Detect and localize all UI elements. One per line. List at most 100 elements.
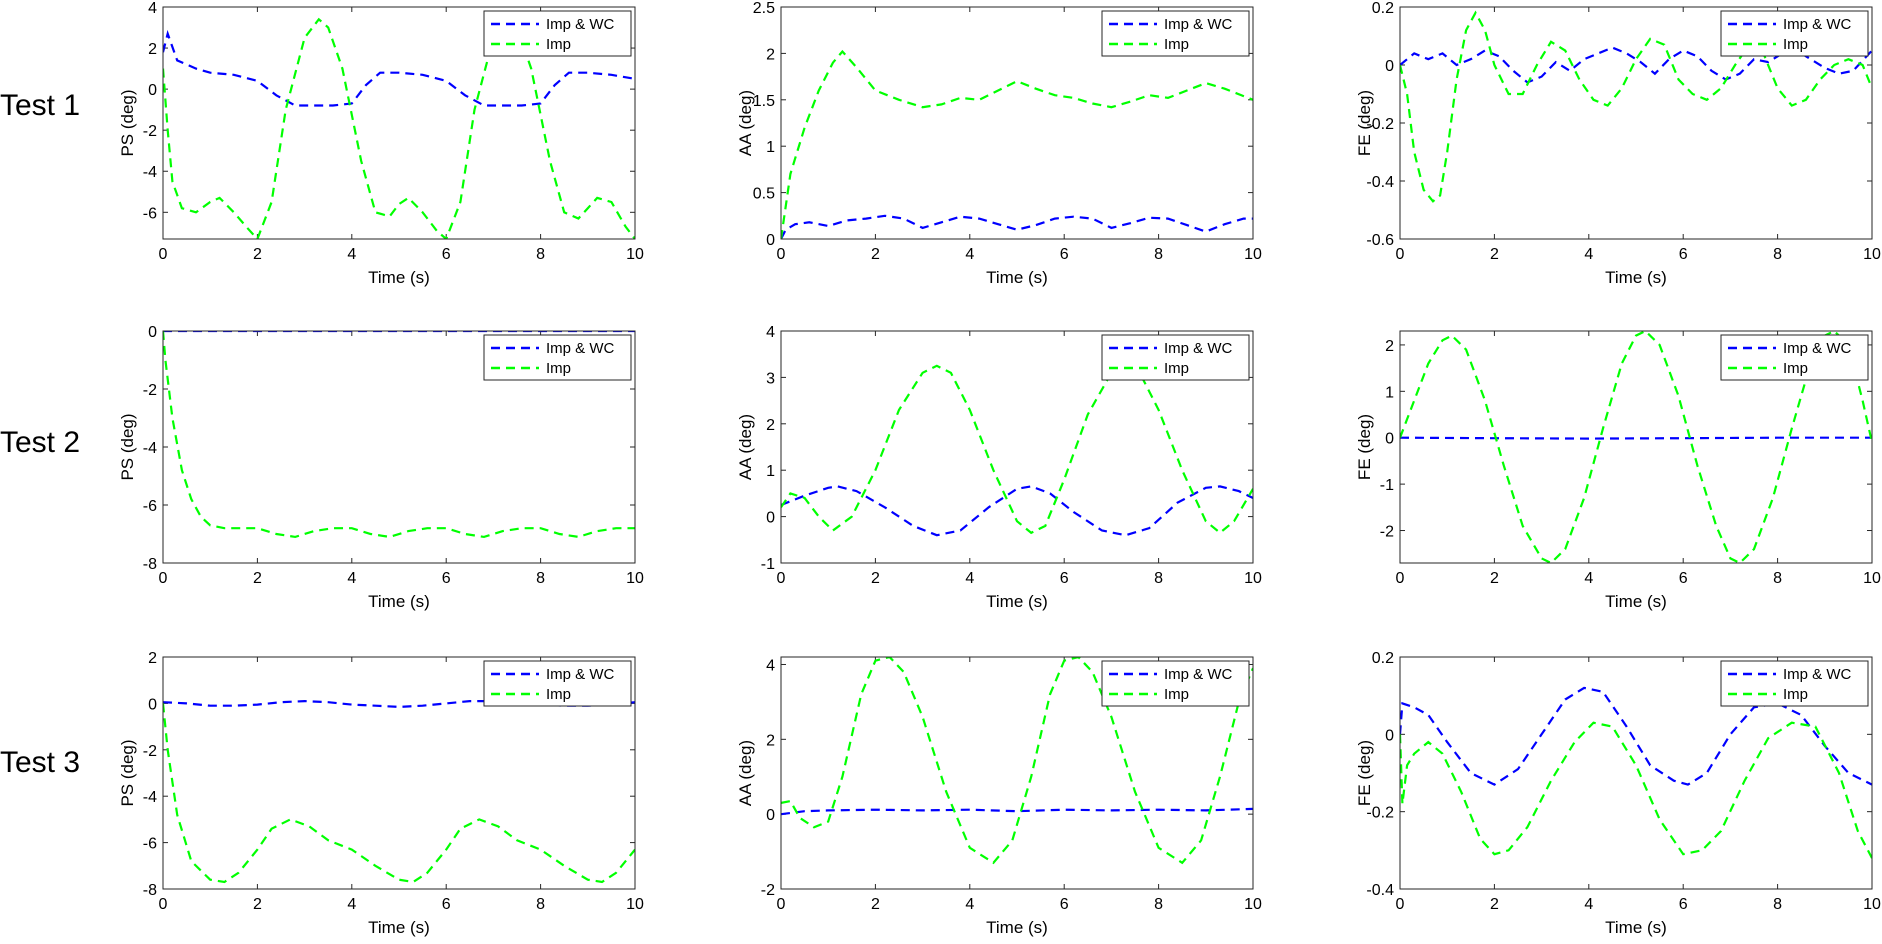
x-tick-label: 0 (777, 570, 786, 587)
series-line-imp (1400, 10, 1872, 203)
legend-box (1101, 334, 1250, 381)
y-tick-label: -2 (143, 743, 157, 760)
x-tick-label: 10 (1244, 246, 1262, 263)
legend-label-imp-wc: Imp & WC (546, 340, 615, 357)
legend: Imp & WC Imp (1101, 334, 1250, 381)
x-tick-label: 8 (1154, 570, 1163, 587)
y-tick-label: -2 (143, 123, 157, 140)
x-tick-label: 8 (1773, 896, 1782, 913)
series-line-imp (163, 703, 635, 884)
y-tick-label: 1 (766, 463, 775, 480)
x-tick-label: 10 (1244, 896, 1262, 913)
legend-box (1101, 660, 1250, 707)
legend-box (1101, 10, 1250, 57)
y-tick-label: 0 (766, 807, 775, 824)
x-tick-label: 8 (1154, 896, 1163, 913)
legend-label-imp: Imp (1164, 36, 1189, 53)
series-line-imp-wc (781, 807, 1253, 816)
legend: Imp & WC Imp (483, 660, 632, 707)
y-tick-label: -4 (143, 164, 157, 181)
x-axis-label: Time (s) (986, 918, 1048, 937)
y-tick-label: 2 (1385, 338, 1394, 355)
legend-label-imp-wc: Imp & WC (1783, 340, 1852, 357)
y-axis-label: FE (deg) (1355, 90, 1374, 156)
x-tick-label: 6 (1679, 570, 1688, 587)
legend-label-imp: Imp (1783, 36, 1808, 53)
x-tick-label: 2 (1490, 246, 1499, 263)
legend: Imp & WC Imp (1720, 10, 1869, 57)
y-tick-label: -1 (1380, 477, 1394, 494)
x-tick-label: 8 (1773, 570, 1782, 587)
x-tick-label: 6 (442, 570, 451, 587)
y-tick-label: 0 (1385, 431, 1394, 448)
y-tick-label: 0 (148, 696, 157, 713)
axes-box (780, 330, 1254, 564)
x-tick-label: 8 (536, 246, 545, 263)
x-axis-label: Time (s) (368, 592, 430, 611)
y-tick-label: 4 (148, 0, 157, 17)
x-tick-label: 8 (536, 570, 545, 587)
x-tick-label: 4 (1584, 570, 1593, 587)
x-tick-label: 6 (442, 896, 451, 913)
series-line-imp-wc (781, 485, 1253, 537)
legend-label-imp-wc: Imp & WC (1164, 16, 1233, 33)
x-tick-label: 10 (1863, 896, 1881, 913)
row-label-test-3: Test 3 (0, 746, 80, 779)
x-tick-label: 10 (1244, 570, 1262, 587)
x-tick-label: 8 (1154, 246, 1163, 263)
legend: Imp & WC Imp (1720, 334, 1869, 381)
axes-box (1399, 330, 1873, 564)
series-line-imp (163, 17, 635, 239)
x-tick-label: 2 (871, 896, 880, 913)
x-tick-label: 0 (159, 896, 168, 913)
series-line-imp (163, 331, 635, 539)
x-axis-label: Time (s) (368, 268, 430, 287)
x-tick-label: 4 (965, 246, 974, 263)
y-tick-label: -8 (143, 882, 157, 899)
axes-box (162, 656, 636, 890)
x-tick-label: 4 (347, 896, 356, 913)
x-tick-label: 10 (626, 570, 644, 587)
legend-box (1720, 10, 1869, 57)
x-tick-label: 10 (626, 896, 644, 913)
x-tick-label: 2 (253, 570, 262, 587)
axes-box (162, 6, 636, 240)
y-tick-label: -0.4 (1366, 174, 1394, 191)
legend-label-imp-wc: Imp & WC (546, 16, 615, 33)
legend-label-imp: Imp (1783, 686, 1808, 703)
legend-label-imp: Imp (546, 36, 571, 53)
legend-label-imp-wc: Imp & WC (1164, 340, 1233, 357)
chart-panel-7: 0 2 4 6 8 10 -8 -6 -4 -2 0 2 Time (s) PS (deg) Imp & W… (118, 650, 644, 937)
legend: Imp & WC Imp (1101, 10, 1250, 57)
y-tick-label: -4 (143, 789, 157, 806)
x-tick-label: 10 (1863, 246, 1881, 263)
x-tick-label: 2 (871, 246, 880, 263)
legend: Imp & WC Imp (483, 10, 632, 57)
legend: Imp & WC Imp (1720, 660, 1869, 707)
series-line-imp (781, 364, 1253, 535)
chart-panel-9: 0 2 4 6 8 10 -0.4 -0.2 0 0.2 Time (s) FE (deg) Imp &… (1355, 650, 1881, 937)
x-tick-label: 4 (347, 246, 356, 263)
series-line-imp-wc (163, 29, 635, 107)
x-tick-label: 2 (1490, 570, 1499, 587)
y-tick-label: -8 (143, 556, 157, 573)
y-tick-label: -0.2 (1366, 805, 1394, 822)
x-tick-label: 6 (1679, 246, 1688, 263)
x-tick-label: 4 (965, 570, 974, 587)
x-axis-label: Time (s) (368, 918, 430, 937)
y-tick-label: 1 (766, 139, 775, 156)
y-tick-label: 2 (766, 46, 775, 63)
y-tick-label: -4 (143, 440, 157, 457)
y-tick-label: 2.5 (753, 0, 775, 17)
y-tick-label: 1.5 (753, 93, 775, 110)
legend-label-imp-wc: Imp & WC (546, 666, 615, 683)
y-axis-label: AA (deg) (736, 90, 755, 156)
x-tick-label: 2 (253, 246, 262, 263)
x-tick-label: 10 (1863, 570, 1881, 587)
legend-box (1720, 660, 1869, 707)
legend-label-imp: Imp (546, 686, 571, 703)
y-tick-label: 0 (766, 510, 775, 527)
y-tick-label: 2 (148, 650, 157, 667)
y-tick-label: -0.6 (1366, 232, 1394, 249)
